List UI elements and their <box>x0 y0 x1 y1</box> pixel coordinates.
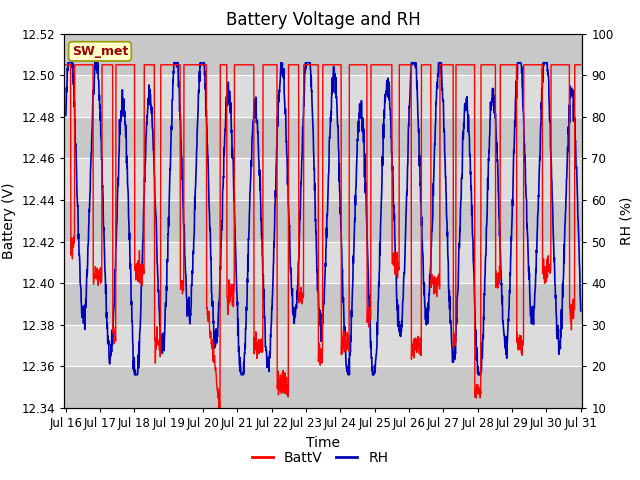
Bar <box>64 117 582 158</box>
Title: Battery Voltage and RH: Battery Voltage and RH <box>226 11 420 29</box>
Bar <box>64 283 582 325</box>
Legend: BattV, RH: BattV, RH <box>246 445 394 471</box>
Bar <box>64 241 582 283</box>
Bar <box>64 366 582 408</box>
Bar <box>64 325 582 366</box>
Bar <box>64 158 582 200</box>
Bar <box>64 75 582 117</box>
X-axis label: Time: Time <box>306 435 340 450</box>
Bar <box>64 34 582 75</box>
Text: SW_met: SW_met <box>72 45 128 58</box>
Y-axis label: RH (%): RH (%) <box>620 197 633 245</box>
Y-axis label: Battery (V): Battery (V) <box>2 182 15 259</box>
Bar <box>64 200 582 241</box>
